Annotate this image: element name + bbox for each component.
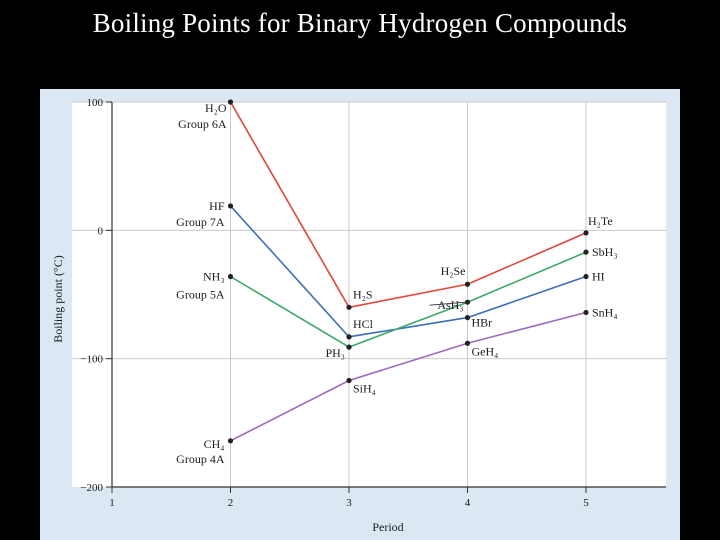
group-label: Group 6A xyxy=(178,117,227,131)
x-tick-label: 5 xyxy=(583,497,589,509)
compound-label: SnH₄ xyxy=(592,305,618,319)
compound-label: HCl xyxy=(353,317,374,331)
data-point xyxy=(464,340,471,346)
series-line-group-5a xyxy=(230,251,587,349)
data-point xyxy=(346,334,352,340)
compound-label: HF xyxy=(209,199,225,213)
compound-label: PH₃ xyxy=(325,346,345,360)
compound-label: CH₄ xyxy=(204,437,225,451)
group-label: Group 7A xyxy=(176,215,225,229)
x-tick-label: 2 xyxy=(228,497,234,509)
y-axis-title: Boiling point (°C) xyxy=(51,255,65,342)
data-point xyxy=(346,304,352,310)
data-point xyxy=(464,299,471,305)
x-tick-label: 4 xyxy=(465,497,471,509)
plot-area xyxy=(72,102,666,487)
y-tick-label: 0 xyxy=(98,225,104,237)
y-tick-label: −100 xyxy=(80,354,103,366)
data-point xyxy=(583,230,589,236)
x-axis-title: Period xyxy=(372,520,403,534)
compound-label: H₂O xyxy=(205,101,227,115)
data-point xyxy=(583,273,589,280)
compound-label: H₂S xyxy=(353,287,373,301)
boiling-point-chart: 100 0 −100 −200 1 2 3 4 5 Period Boiling point (°C… xyxy=(51,97,666,534)
slide-title: Boiling Points for Binary Hydrogen Compo… xyxy=(92,8,628,38)
series-line-group-4a xyxy=(230,311,587,442)
data-point xyxy=(464,315,471,321)
series-line-group-6a xyxy=(229,101,587,309)
data-point xyxy=(227,99,234,105)
group-label: Group 5A xyxy=(176,288,225,302)
data-point xyxy=(346,377,352,384)
data-point xyxy=(583,249,589,255)
compound-label: H₂Te xyxy=(588,214,613,228)
data-point xyxy=(464,281,471,287)
compound-label: HI xyxy=(592,270,605,284)
compound-label: GeH₄ xyxy=(472,344,499,358)
ash3-leader-line xyxy=(429,301,466,306)
compound-label: H₂Se xyxy=(441,264,466,278)
compound-label: SiH₄ xyxy=(353,381,376,395)
y-tick-label: 100 xyxy=(87,97,104,109)
compound-label: HBr xyxy=(472,316,493,330)
y-tick-label: −200 xyxy=(80,482,103,494)
data-point xyxy=(346,344,352,350)
data-point xyxy=(227,273,234,280)
group-label: Group 4A xyxy=(176,452,225,466)
x-tick-label: 3 xyxy=(346,497,352,509)
compound-label: NH₃ xyxy=(203,270,225,284)
compound-label: SbH₃ xyxy=(592,245,618,259)
series-line-group-7a xyxy=(229,205,587,338)
x-tick-label: 1 xyxy=(109,497,115,509)
chart-panel: 100 0 −100 −200 1 2 3 4 5 Period Boiling point (°C… xyxy=(40,89,680,540)
data-point xyxy=(227,203,234,209)
compound-label: AsH₃ xyxy=(437,298,463,312)
data-point xyxy=(227,438,234,444)
data-point xyxy=(583,309,589,316)
